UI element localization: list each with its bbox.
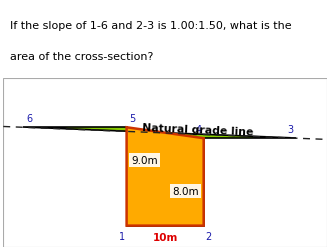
Polygon shape bbox=[127, 128, 204, 226]
Text: 2: 2 bbox=[205, 231, 212, 241]
Text: 1: 1 bbox=[119, 231, 125, 241]
Text: 4: 4 bbox=[196, 124, 202, 134]
Text: 8.0m: 8.0m bbox=[172, 186, 199, 196]
Text: 10m: 10m bbox=[152, 232, 178, 242]
FancyBboxPatch shape bbox=[3, 79, 327, 248]
Text: Natural grade line: Natural grade line bbox=[142, 123, 253, 137]
Text: area of the cross-section?: area of the cross-section? bbox=[10, 52, 153, 62]
Text: 5: 5 bbox=[129, 114, 135, 124]
Text: 6: 6 bbox=[26, 114, 32, 124]
Text: If the slope of 1-6 and 2-3 is 1.00:1.50, what is the: If the slope of 1-6 and 2-3 is 1.00:1.50… bbox=[10, 21, 291, 31]
Text: 9.0m: 9.0m bbox=[131, 156, 158, 166]
Polygon shape bbox=[23, 128, 296, 226]
Text: 3: 3 bbox=[287, 124, 293, 134]
